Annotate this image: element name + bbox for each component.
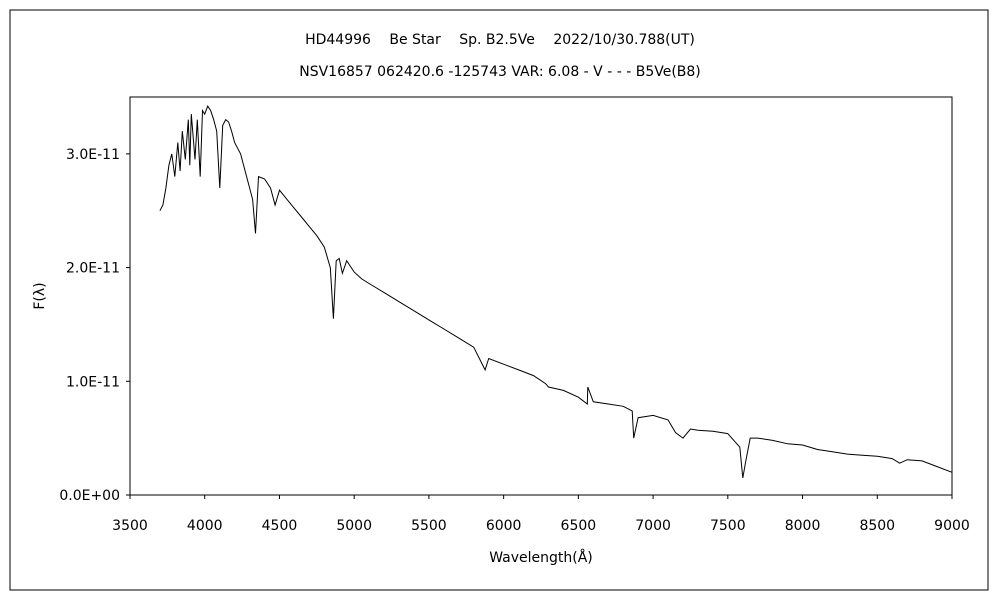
y-tick-label: 0.0E+00 (59, 488, 120, 504)
chart-title: HD44996 Be Star Sp. B2.5Ve 2022/10/30.78… (305, 32, 695, 48)
spectrum-line (159, 105, 953, 478)
x-tick-label: 6500 (561, 518, 597, 534)
plot-area (129, 96, 953, 496)
y-axis: 0.0E+00 1.0E-11 2.0E-11 3.0E-11 (59, 147, 130, 504)
y-tick-label: 1.0E-11 (66, 374, 120, 390)
x-tick-label: 4000 (187, 518, 223, 534)
x-tick-label: 5000 (336, 518, 372, 534)
x-tick-label: 6000 (486, 518, 522, 534)
x-axis-label: Wavelength(Å) (489, 549, 593, 566)
x-tick-label: 9000 (934, 518, 970, 534)
y-tick-label: 2.0E-11 (66, 261, 120, 277)
x-tick-label: 5500 (411, 518, 447, 534)
y-axis-label: F(λ) (32, 282, 48, 309)
x-tick-label: 8000 (785, 518, 821, 534)
y-tick-label: 3.0E-11 (66, 147, 120, 163)
x-tick-label: 3500 (112, 518, 148, 534)
chart-subtitle: NSV16857 062420.6 -125743 VAR: 6.08 - V … (299, 64, 701, 80)
x-axis: 3500 4000 4500 5000 5500 6000 6500 7000 7500 8000… (112, 495, 970, 534)
x-tick-label: 7500 (710, 518, 746, 534)
x-tick-label: 8500 (859, 518, 895, 534)
x-tick-label: 4500 (262, 518, 298, 534)
x-tick-label: 7000 (635, 518, 671, 534)
